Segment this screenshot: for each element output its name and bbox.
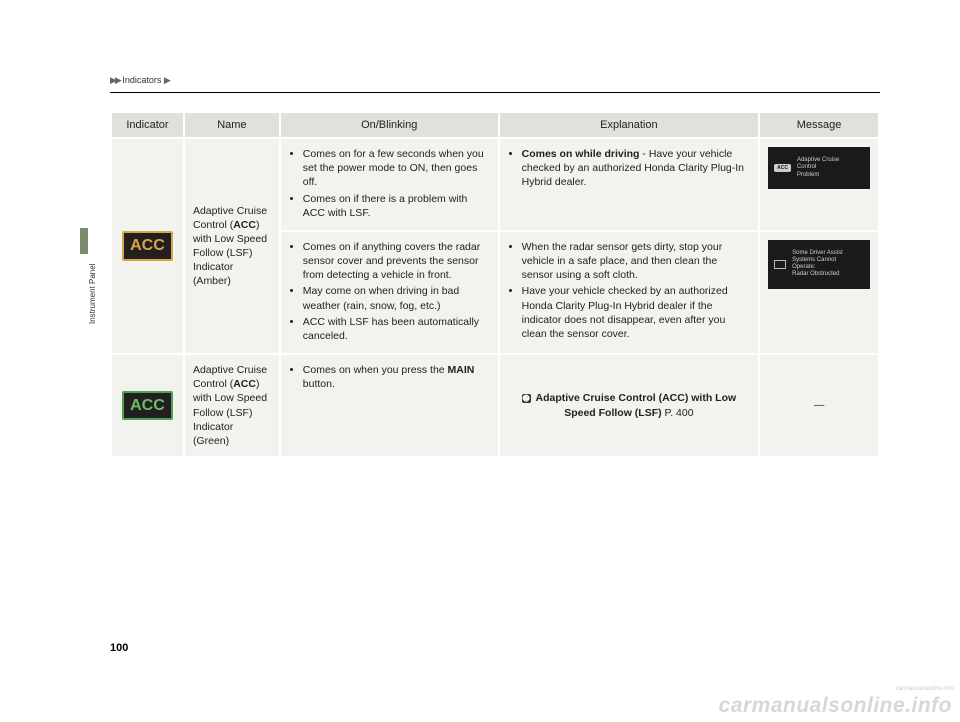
- page-content: ▶▶ Indicators ▶ Indicator Name On/Blinki…: [110, 75, 880, 458]
- breadcrumb-trail-arrow-icon: ▶: [164, 75, 169, 85]
- message-cell: —: [759, 354, 879, 457]
- name-cell: Adaptive Cruise Control (ACC) with Low S…: [184, 354, 280, 457]
- bullet: ACC with LSF has been automatically canc…: [303, 315, 490, 343]
- acc-green-icon: ACC: [122, 391, 173, 421]
- header-explanation: Explanation: [499, 112, 760, 138]
- bullet: Comes on for a few seconds when you set …: [303, 147, 490, 190]
- reference-title: Adaptive Cruise Control (ACC) with Low S…: [536, 392, 737, 418]
- explanation-cell: Comes on while driving - Have your vehic…: [499, 138, 760, 231]
- explanation-cell: ➋ Adaptive Cruise Control (ACC) with Low…: [499, 354, 760, 457]
- on-blinking-cell: Comes on for a few seconds when you set …: [280, 138, 499, 231]
- bullet: When the radar sensor gets dirty, stop y…: [522, 240, 751, 283]
- bullet: Comes on while driving - Have your vehic…: [522, 147, 751, 190]
- header-message: Message: [759, 112, 879, 138]
- on-blinking-cell: Comes on if anything covers the radar se…: [280, 231, 499, 354]
- bullet: Comes on if anything covers the radar se…: [303, 240, 490, 283]
- table-row: ACC Adaptive Cruise Control (ACC) with L…: [111, 354, 879, 457]
- message-text: Adaptive Cruise Control Problem: [797, 157, 839, 179]
- message-display: ACC Adaptive Cruise Control Problem: [768, 147, 870, 189]
- table-header-row: Indicator Name On/Blinking Explanation M…: [111, 112, 879, 138]
- acc-message-icon: ACC: [774, 164, 791, 173]
- indicator-cell: ACC: [111, 138, 184, 354]
- indicator-cell: ACC: [111, 354, 184, 457]
- name-cell: Adaptive Cruise Control (ACC) with Low S…: [184, 138, 280, 354]
- watermark-large: carmanualsonline.info: [719, 694, 952, 718]
- explanation-cell: When the radar sensor gets dirty, stop y…: [499, 231, 760, 354]
- sidebar-label: Instrument Panel: [88, 264, 97, 324]
- header-name: Name: [184, 112, 280, 138]
- divider: [110, 92, 880, 93]
- watermark-small: carmanualsonline.info: [896, 686, 954, 692]
- message-cell: Some Driver Assist Systems Cannot Operat…: [759, 231, 879, 354]
- on-blinking-cell: Comes on when you press the MAIN button.: [280, 354, 499, 457]
- acc-amber-icon: ACC: [122, 231, 173, 261]
- message-cell: ACC Adaptive Cruise Control Problem: [759, 138, 879, 231]
- breadcrumb: ▶▶ Indicators ▶: [110, 75, 880, 86]
- radar-screen-icon: [774, 260, 786, 269]
- message-display: Some Driver Assist Systems Cannot Operat…: [768, 240, 870, 289]
- message-text: Some Driver Assist Systems Cannot Operat…: [792, 250, 843, 279]
- header-on-blinking: On/Blinking: [280, 112, 499, 138]
- breadcrumb-section: Indicators: [122, 75, 161, 85]
- bullet: May come on when driving in bad weather …: [303, 284, 490, 312]
- sidebar-tab: [80, 228, 88, 254]
- bullet: Comes on when you press the MAIN button.: [303, 363, 490, 391]
- bullet: Comes on if there is a problem with ACC …: [303, 192, 490, 220]
- bullet: Have your vehicle checked by an authoriz…: [522, 284, 751, 341]
- header-indicator: Indicator: [111, 112, 184, 138]
- reference-page: P. 400: [662, 407, 694, 419]
- indicators-table: Indicator Name On/Blinking Explanation M…: [110, 111, 880, 458]
- reference-arrow-icon: ➋: [522, 394, 531, 403]
- breadcrumb-arrow-icon: ▶▶: [110, 75, 120, 85]
- page-number: 100: [110, 642, 128, 654]
- table-row: ACC Adaptive Cruise Control (ACC) with L…: [111, 138, 879, 231]
- message-dash: —: [814, 399, 825, 411]
